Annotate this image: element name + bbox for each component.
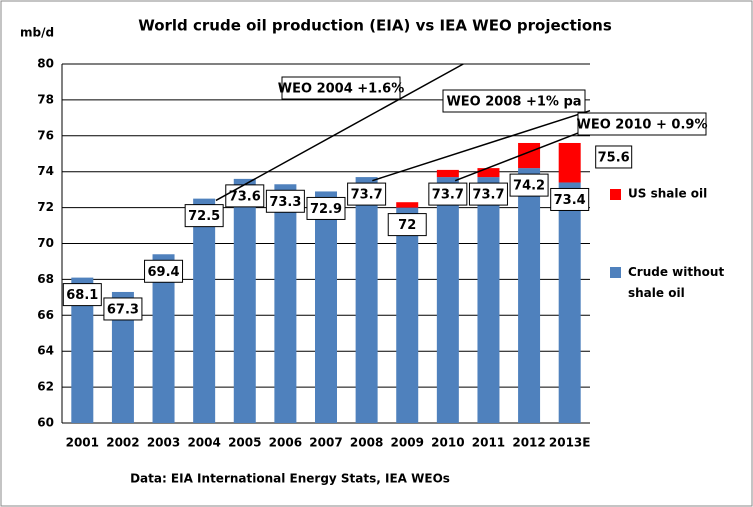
bar-segment	[477, 177, 500, 423]
bar-segment	[558, 142, 581, 183]
label-box	[62, 283, 102, 307]
projection-label-box	[281, 76, 401, 100]
x-tick-label: 2006	[269, 436, 302, 450]
bar-segment	[111, 291, 134, 423]
y-tick-label: 76	[37, 128, 54, 142]
label-box	[265, 189, 305, 213]
data-label: 73.4	[554, 193, 586, 208]
label-box	[387, 213, 427, 237]
bar-segment	[315, 191, 337, 423]
x-tick-label: 2004	[187, 436, 220, 450]
data-label: 75.6	[598, 150, 630, 165]
data-label: 74.2	[513, 179, 545, 194]
data-label: 73.7	[472, 188, 504, 203]
bar-segment	[436, 169, 459, 178]
projection-label-box	[577, 112, 707, 136]
label-box	[428, 182, 468, 206]
x-tick-label: 2013E	[549, 436, 591, 450]
y-tick-label: 68	[37, 272, 54, 286]
bar-segment	[396, 207, 419, 423]
legend-label: US shale oil	[628, 187, 707, 201]
projection-line	[372, 109, 591, 182]
data-label: 72	[398, 218, 416, 233]
x-tick-label: 2011	[472, 436, 505, 450]
x-tick-label: 2005	[228, 436, 261, 450]
x-tick-label: 2010	[431, 436, 464, 450]
y-tick-label: 60	[37, 416, 54, 430]
bar-segment	[71, 277, 94, 423]
projection-line	[454, 131, 581, 182]
bar-segment	[396, 202, 419, 208]
projection-label: WEO 2008 +1% pa	[446, 95, 581, 110]
bar-segment	[477, 168, 500, 178]
projection-label: WEO 2004 +1.6%	[278, 82, 404, 97]
label-box	[103, 297, 143, 321]
x-tick-label: 2012	[512, 436, 545, 450]
data-label: 67.3	[107, 302, 139, 317]
source-note: Data: EIA International Energy Stats, IE…	[130, 472, 450, 486]
label-box	[184, 204, 224, 228]
bar-segment	[558, 182, 581, 423]
bar-segment	[355, 177, 378, 423]
legend-swatch	[610, 267, 621, 278]
y-axis-label: mb/d	[20, 26, 54, 40]
y-tick-label: 64	[37, 344, 54, 358]
y-tick-label: 74	[37, 164, 54, 178]
data-label: 72.5	[188, 209, 220, 224]
label-box	[468, 182, 508, 206]
bar-segment	[193, 198, 216, 423]
bar-segment	[152, 254, 175, 423]
y-tick-label: 66	[37, 308, 54, 322]
bar-segment	[233, 178, 256, 423]
projection-line	[215, 63, 464, 202]
bar-segment	[436, 177, 459, 423]
bar-segment	[518, 168, 541, 423]
y-tick-label: 72	[37, 200, 54, 214]
projection-label: WEO 2010 + 0.9%	[577, 118, 708, 133]
data-label: 68.1	[66, 288, 98, 303]
label-box	[550, 187, 590, 211]
label-box	[595, 145, 633, 169]
y-tick-label: 80	[37, 57, 54, 71]
bar-segment	[274, 184, 297, 423]
label-box	[347, 182, 387, 206]
label-box	[509, 173, 549, 197]
data-label: 72.9	[310, 202, 342, 217]
label-box	[144, 259, 184, 283]
data-label: 73.7	[432, 188, 464, 203]
x-tick-label: 2003	[147, 436, 180, 450]
x-tick-label: 2008	[350, 436, 383, 450]
x-tick-label: 2001	[66, 436, 99, 450]
legend-swatch	[610, 189, 621, 200]
x-tick-label: 2002	[106, 436, 139, 450]
data-label: 73.7	[351, 188, 383, 203]
label-box	[306, 196, 346, 220]
x-tick-label: 2009	[391, 436, 424, 450]
y-tick-label: 78	[37, 92, 54, 106]
y-tick-label: 70	[37, 236, 54, 250]
data-label: 73.3	[269, 195, 301, 210]
projection-label-box	[442, 89, 586, 113]
data-label: 69.4	[147, 265, 179, 280]
legend-label: Crude without shale oil	[628, 265, 724, 300]
chart-title: World crude oil production (EIA) vs IEA …	[138, 17, 612, 35]
y-tick-label: 62	[37, 380, 54, 394]
data-label: 73.6	[229, 189, 261, 204]
x-tick-label: 2007	[309, 436, 342, 450]
